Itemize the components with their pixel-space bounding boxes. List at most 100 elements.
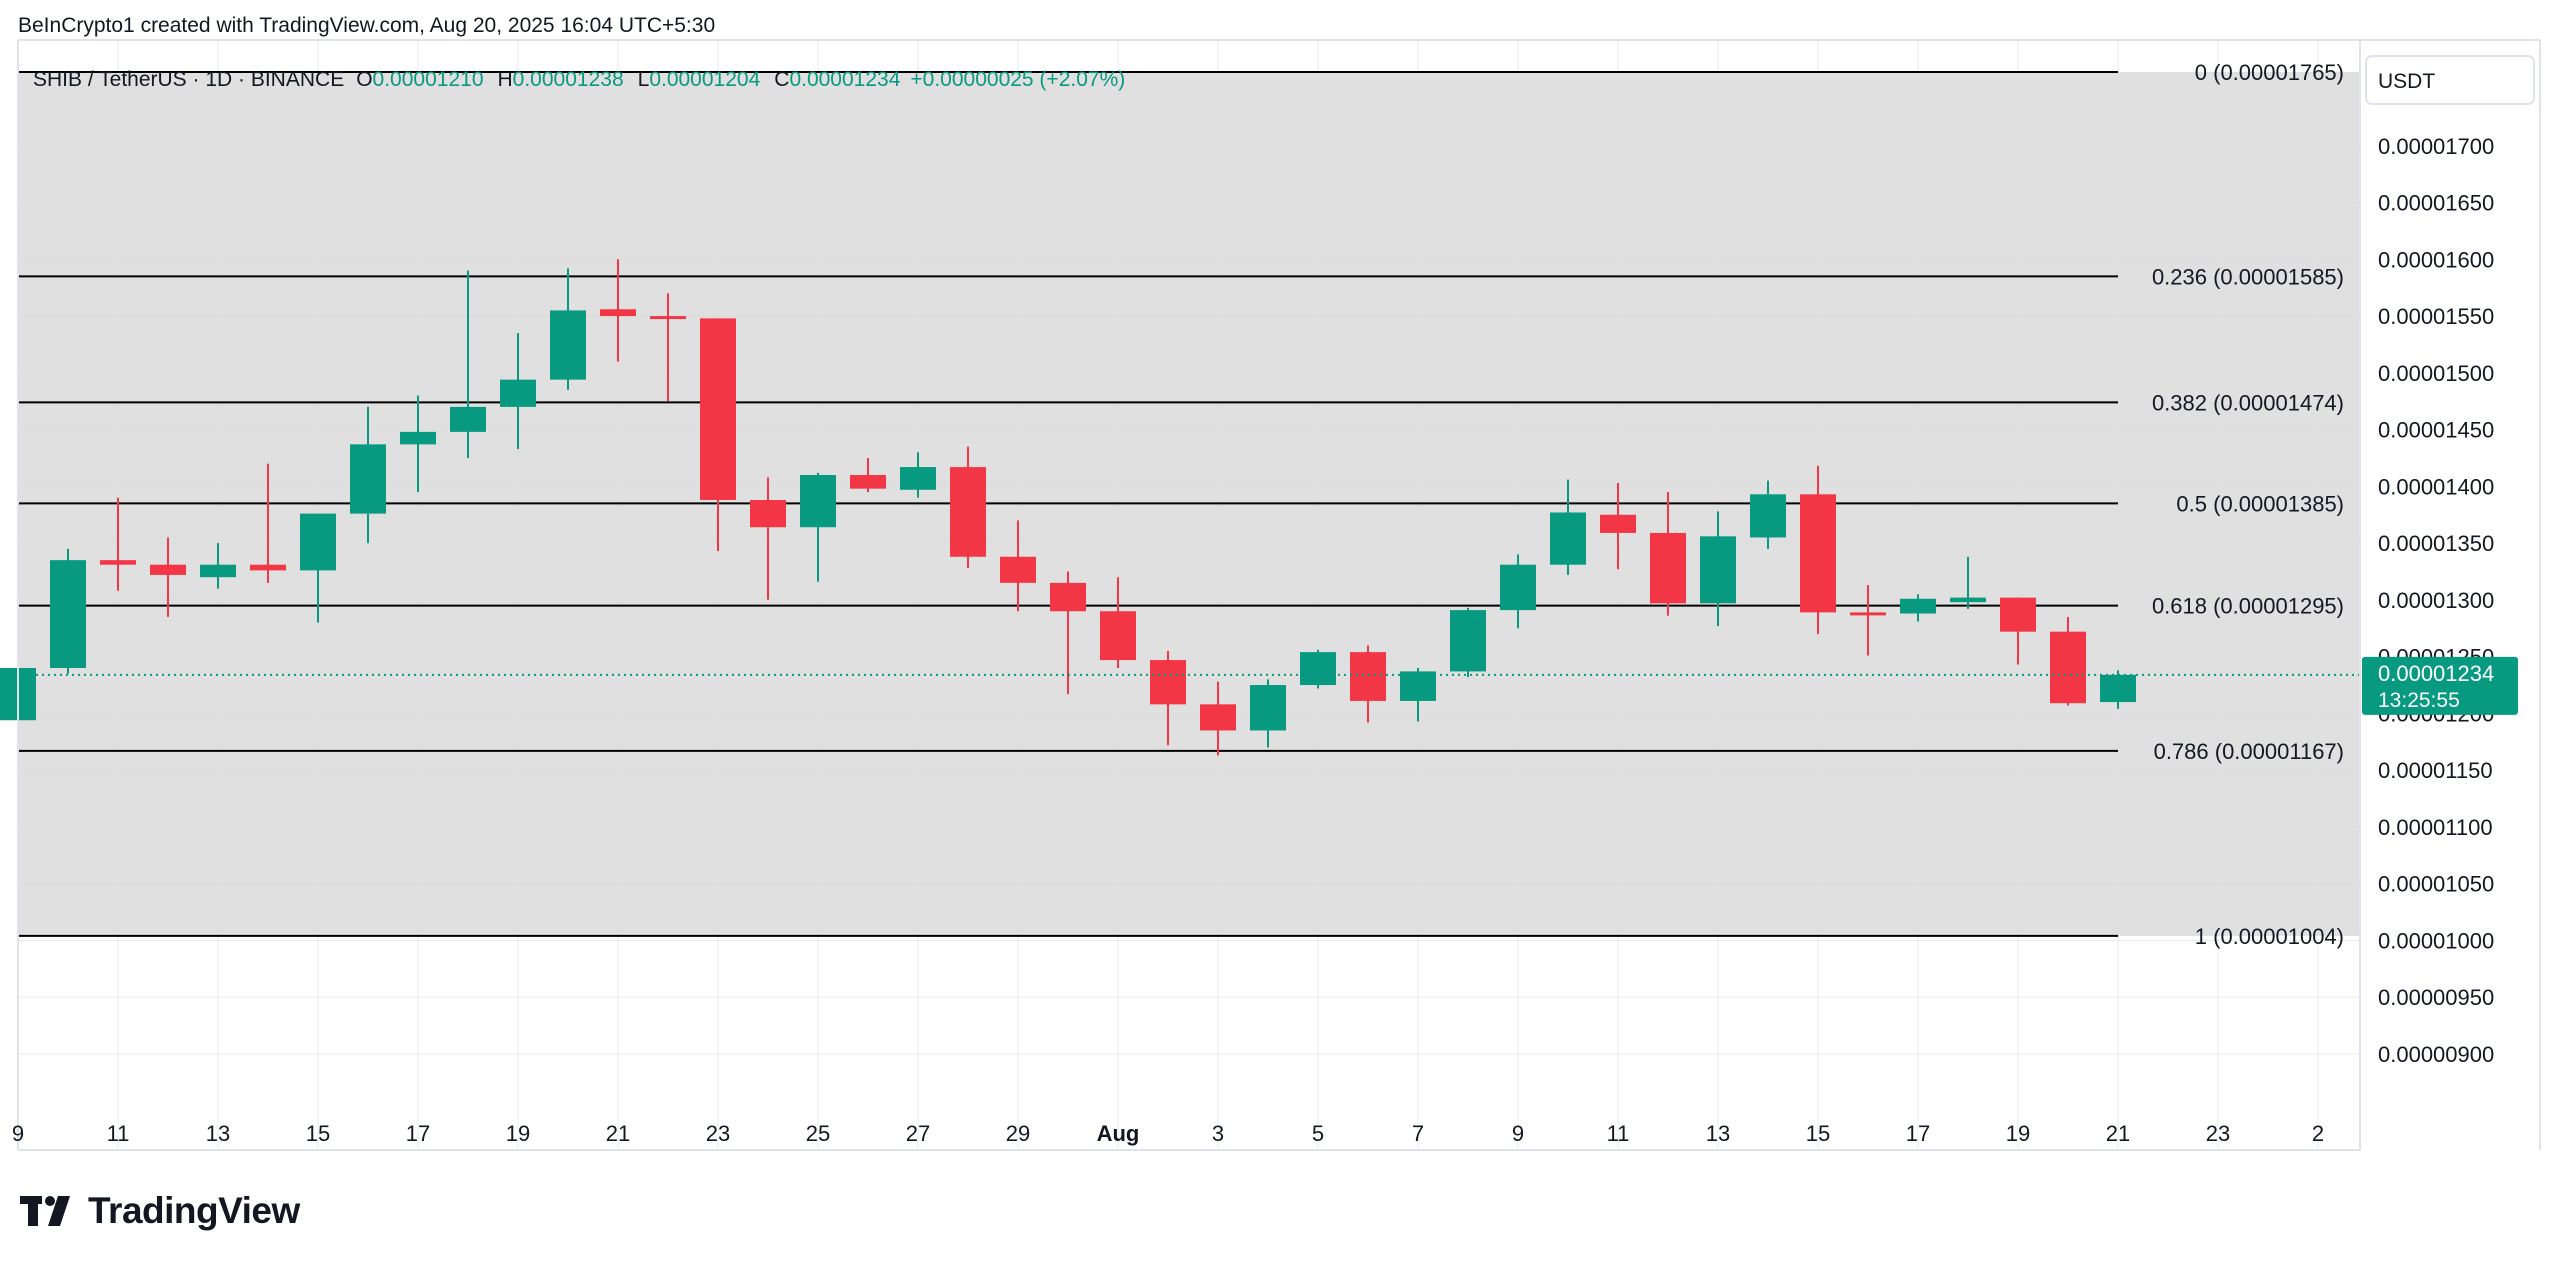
candle[interactable] xyxy=(700,318,736,552)
symbol-legend: SHIB / TetherUS · 1D · BINANCE O0.0000121… xyxy=(33,68,1125,91)
time-tick-label: 9 xyxy=(12,1121,24,1146)
time-tick-label: 17 xyxy=(1906,1121,1930,1146)
candle[interactable] xyxy=(1250,679,1286,748)
candle[interactable] xyxy=(50,548,86,674)
candle-body xyxy=(850,475,886,489)
legend-open-label: O xyxy=(356,68,372,91)
time-tick-label: Aug xyxy=(1097,1121,1140,1146)
candle[interactable] xyxy=(1450,607,1486,678)
fib-level: 0.236 (0.00001585) xyxy=(18,264,2344,289)
candle-body xyxy=(1100,611,1136,661)
time-tick-label: 11 xyxy=(1607,1121,1630,1146)
candle[interactable] xyxy=(1700,511,1736,627)
time-tick-label: 3 xyxy=(1212,1121,1224,1146)
candle-body xyxy=(750,499,786,528)
candle[interactable] xyxy=(950,446,986,569)
candle[interactable] xyxy=(650,293,686,402)
candle-body xyxy=(1800,494,1836,613)
price-tick-label: 0.00001450 xyxy=(2378,418,2494,443)
candle-body xyxy=(200,564,236,578)
candle[interactable] xyxy=(1500,554,1536,629)
current-price-value: 0.00001234 xyxy=(2378,661,2494,686)
chart-attribution: BeInCrypto1 created with TradingView.com… xyxy=(18,14,716,37)
fib-label: 0.236 (0.00001585) xyxy=(2152,264,2344,289)
time-tick-label: 27 xyxy=(906,1121,930,1146)
candle-body xyxy=(50,560,86,669)
candle[interactable] xyxy=(250,463,286,583)
price-tick-label: 0.00001300 xyxy=(2378,588,2494,613)
candle[interactable] xyxy=(550,268,586,390)
price-tick-label: 0.00001600 xyxy=(2378,247,2494,272)
candle[interactable] xyxy=(2000,597,2036,665)
candle-body xyxy=(1350,652,1386,701)
candle[interactable] xyxy=(1150,650,1186,746)
candle[interactable] xyxy=(150,537,186,617)
fib-label: 0.786 (0.00001167) xyxy=(2154,739,2344,764)
legend-low-label: L xyxy=(638,68,650,91)
time-tick-label: 19 xyxy=(506,1121,530,1146)
candle[interactable] xyxy=(1350,645,1386,723)
price-scale: 0.00001700 0.00001650 0.00001600 0.00001550… xyxy=(2378,134,2494,1067)
candle-body xyxy=(1500,564,1536,611)
candle[interactable] xyxy=(1800,465,1836,634)
candle[interactable] xyxy=(1550,479,1586,575)
candle-body xyxy=(250,564,286,571)
tradingview-logo-icon xyxy=(20,1196,70,1226)
candle-body xyxy=(100,560,136,565)
candle[interactable] xyxy=(1600,482,1636,570)
candle-body xyxy=(600,309,636,317)
price-tick-label: 0.00001400 xyxy=(2378,474,2494,499)
candle[interactable] xyxy=(2100,670,2136,709)
candle[interactable] xyxy=(1050,571,1086,695)
time-tick-label: 21 xyxy=(2106,1121,2130,1146)
tradingview-logo[interactable]: TradingView xyxy=(20,1190,300,1232)
candle-body xyxy=(1000,556,1036,583)
time-tick-label: 17 xyxy=(406,1121,430,1146)
candle-body xyxy=(2000,597,2036,632)
fib-label: 0.5 (0.00001385) xyxy=(2176,491,2344,516)
candle-body xyxy=(400,431,436,445)
candle[interactable] xyxy=(850,457,886,493)
candle[interactable] xyxy=(400,395,436,493)
price-tick-label: 0.00001050 xyxy=(2378,872,2494,897)
candle-body xyxy=(700,318,736,500)
price-tick-label: 0.00001650 xyxy=(2378,191,2494,216)
candle[interactable] xyxy=(1850,585,1886,656)
candle-body xyxy=(900,467,936,490)
currency-button[interactable]: USDT xyxy=(2365,55,2535,105)
candle-body xyxy=(1450,610,1486,672)
candle[interactable] xyxy=(800,472,836,582)
candle[interactable] xyxy=(1950,556,1986,609)
candle[interactable] xyxy=(1900,594,1936,622)
candle-body xyxy=(1400,671,1436,701)
candle[interactable] xyxy=(1400,668,1436,722)
price-tick-label: 0.00000900 xyxy=(2378,1042,2494,1067)
candle[interactable] xyxy=(2050,616,2086,706)
candle[interactable] xyxy=(1000,520,1036,612)
candle[interactable] xyxy=(1300,649,1336,689)
time-axis: 9 11 13 15 17 19 21 23 25 27 29 Aug 3 5 7 9 11 13 15 17 19 21… xyxy=(12,1121,2324,1146)
fib-level: 0.618 (0.00001295) xyxy=(18,594,2344,619)
candle[interactable] xyxy=(300,513,336,623)
candle-body xyxy=(2100,674,2136,703)
candle[interactable] xyxy=(1100,577,1136,669)
candle[interactable] xyxy=(1750,480,1786,549)
candle[interactable] xyxy=(1200,681,1236,756)
legend-close-label: C xyxy=(774,68,789,91)
candle[interactable] xyxy=(450,270,486,458)
candle[interactable] xyxy=(900,452,936,498)
candle[interactable] xyxy=(600,259,636,362)
candle[interactable] xyxy=(100,497,136,591)
candle[interactable] xyxy=(200,543,236,589)
candle-body xyxy=(1750,494,1786,538)
candle[interactable] xyxy=(350,406,386,544)
time-tick-label: 23 xyxy=(2206,1121,2230,1146)
candle-body xyxy=(450,406,486,432)
candle[interactable] xyxy=(1650,492,1686,616)
axes xyxy=(17,39,2541,1151)
candle-body xyxy=(1300,652,1336,686)
candle[interactable] xyxy=(500,333,536,449)
fib-level: 1 (0.00001004) xyxy=(18,924,2344,949)
candle[interactable] xyxy=(750,477,786,600)
